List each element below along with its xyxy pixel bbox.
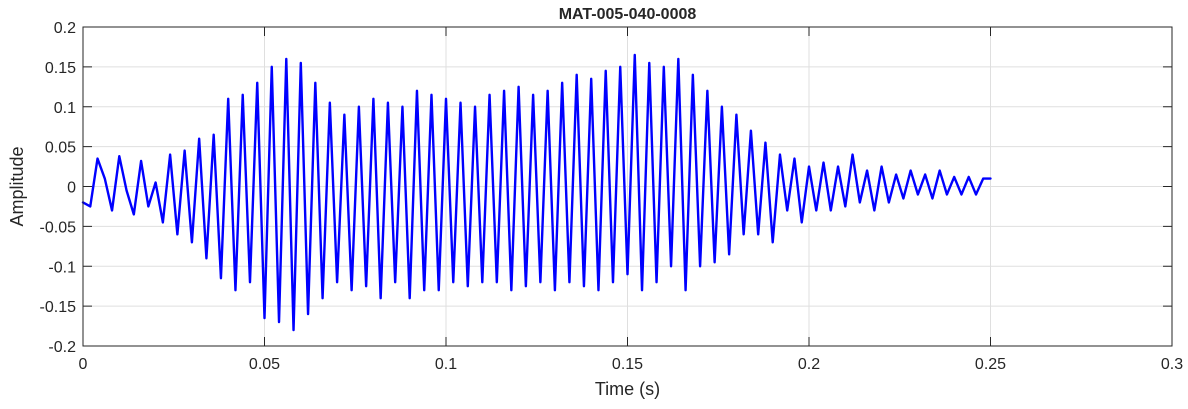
chart-title: MAT-005-040-0008 xyxy=(559,6,697,23)
x-tick-label: 0.2 xyxy=(798,356,820,373)
x-axis-label: Time (s) xyxy=(595,379,660,399)
series-line xyxy=(81,53,992,332)
x-tick-label: 0.15 xyxy=(612,356,643,373)
x-tick-label: 0.1 xyxy=(435,356,457,373)
x-tick-label: 0.25 xyxy=(975,356,1006,373)
y-tick-label: -0.15 xyxy=(40,299,77,316)
y-tick-label: 0.05 xyxy=(45,140,76,157)
tick-labels: 0 0.05 0.1 0.15 0.2 0.25 0.30.20.150.10.050-0.… xyxy=(40,20,1184,373)
x-tick-label: 0.05 xyxy=(249,356,280,373)
tick-marks xyxy=(82,26,1173,347)
x-tick-label: 0 xyxy=(79,356,88,373)
y-tick-label: 0 xyxy=(67,180,76,197)
x-tick-label: 0.3 xyxy=(1161,356,1183,373)
y-tick-label: -0.05 xyxy=(40,219,77,236)
y-tick-label: 0.2 xyxy=(54,20,76,37)
y-tick-label: -0.1 xyxy=(48,259,76,276)
y-axis-label: Amplitude xyxy=(7,146,27,226)
y-tick-label: -0.2 xyxy=(48,339,76,356)
y-tick-label: 0.1 xyxy=(54,100,76,117)
series-layer xyxy=(81,53,992,332)
y-tick-label: 0.15 xyxy=(45,60,76,77)
